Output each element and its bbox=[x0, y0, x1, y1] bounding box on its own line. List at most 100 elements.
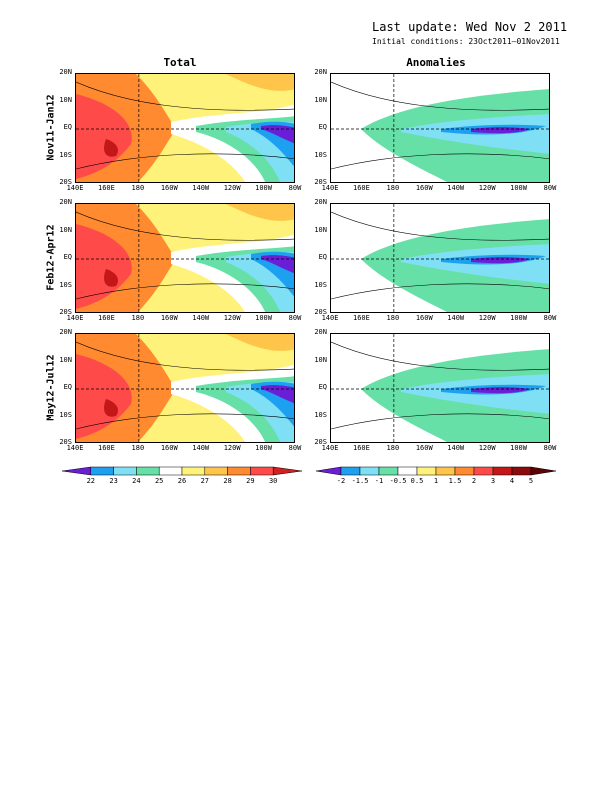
lon-tick-label: 140W bbox=[192, 444, 210, 452]
contour-map bbox=[331, 334, 549, 442]
lon-tick-label: 180 bbox=[386, 314, 400, 322]
colorbar-segment bbox=[473, 466, 494, 476]
lon-tick-label: 180 bbox=[386, 184, 400, 192]
colorbar-label: 25 bbox=[154, 477, 164, 485]
lon-tick-label: 100W bbox=[510, 314, 527, 322]
colorbar-segment bbox=[416, 466, 437, 476]
colorbar-label: 22 bbox=[86, 477, 96, 485]
colorbar-segment bbox=[90, 466, 114, 476]
colorbar-label: 29 bbox=[246, 477, 255, 485]
map-panel-anomalies bbox=[330, 203, 550, 313]
lon-tick-label: 140W bbox=[192, 184, 210, 192]
colorbar-label: 24 bbox=[132, 477, 141, 485]
colorbar-label: -2 bbox=[336, 477, 346, 485]
initial-conditions-text: Initial conditions: 23Oct2011–01Nov2011 bbox=[372, 37, 560, 46]
colorbar-segment bbox=[204, 466, 228, 476]
lat-tick-label: 20S bbox=[59, 178, 72, 186]
lat-tick-label: EQ bbox=[318, 123, 327, 131]
colorbar-label: -0.5 bbox=[389, 477, 407, 485]
lat-tick-label: 20S bbox=[59, 308, 72, 316]
lon-tick-label: 180 bbox=[131, 184, 145, 192]
lon-tick-label: 160E bbox=[352, 184, 370, 192]
lon-tick-label: 100W bbox=[255, 184, 272, 192]
lat-tick-label: 10N bbox=[59, 95, 72, 104]
lon-tick-label: 120W bbox=[478, 314, 496, 322]
lon-tick-label: 140W bbox=[192, 314, 210, 322]
contour-map bbox=[76, 204, 294, 312]
lon-tick-label: 80W bbox=[288, 314, 302, 322]
lon-tick-label: 140E bbox=[66, 184, 84, 192]
colorbar-label: 26 bbox=[177, 477, 187, 485]
lat-tick-label: EQ bbox=[63, 253, 72, 261]
lon-tick-label: 100W bbox=[255, 444, 272, 452]
lat-tick-label: 20S bbox=[314, 308, 327, 316]
lat-tick-label: 20S bbox=[59, 438, 72, 446]
colorbar-segment bbox=[492, 466, 513, 476]
colorbar-label: 27 bbox=[200, 477, 210, 485]
colorbar-segment bbox=[340, 466, 361, 476]
lon-tick-label: 160E bbox=[97, 314, 115, 322]
lon-tick-label: 160W bbox=[415, 184, 433, 192]
lon-tick-label: 140E bbox=[66, 314, 84, 322]
lat-tick-label: 10S bbox=[314, 150, 327, 159]
map-panel-total bbox=[75, 73, 295, 183]
colorbar-segment bbox=[454, 466, 475, 476]
colorbar-segment bbox=[397, 466, 418, 476]
map-panel-anomalies bbox=[330, 333, 550, 443]
colorbar-total bbox=[62, 466, 302, 476]
lon-tick-label: 140E bbox=[321, 444, 339, 452]
map-panel-total bbox=[75, 203, 295, 313]
lon-tick-label: 140E bbox=[321, 184, 339, 192]
colorbar-segment bbox=[62, 466, 92, 476]
lat-tick-label: 20N bbox=[59, 198, 72, 206]
colorbar-segment bbox=[435, 466, 456, 476]
lon-tick-label: 80W bbox=[288, 444, 302, 452]
colorbar-label: 28 bbox=[223, 477, 232, 485]
contour-map bbox=[331, 204, 549, 312]
lon-tick-label: 80W bbox=[543, 314, 557, 322]
lat-tick-label: 10N bbox=[314, 95, 327, 104]
lon-tick-label: 140W bbox=[447, 444, 465, 452]
lon-tick-label: 100W bbox=[510, 184, 527, 192]
lon-tick-label: 180 bbox=[131, 444, 145, 452]
lon-tick-label: 120W bbox=[223, 184, 241, 192]
contour-map bbox=[76, 74, 294, 182]
colorbar-label: 4 bbox=[509, 477, 515, 485]
map-panel-total bbox=[75, 333, 295, 443]
lon-tick-label: 80W bbox=[288, 184, 302, 192]
lon-tick-label: 180 bbox=[386, 444, 400, 452]
column-title-anomalies: Anomalies bbox=[406, 56, 466, 69]
lon-tick-label: 160E bbox=[352, 444, 370, 452]
colorbar-segment bbox=[227, 466, 251, 476]
colorbar-segment bbox=[511, 466, 532, 476]
colorbar-label: 0.5 bbox=[410, 477, 424, 485]
lon-tick-label: 80W bbox=[543, 444, 557, 452]
lat-tick-label: EQ bbox=[63, 383, 72, 391]
lon-tick-label: 120W bbox=[478, 444, 496, 452]
lon-tick-label: 160W bbox=[415, 444, 433, 452]
lon-tick-label: 160E bbox=[97, 444, 115, 452]
lon-tick-label: 140E bbox=[66, 444, 84, 452]
lon-tick-label: 120W bbox=[478, 184, 496, 192]
lat-tick-label: EQ bbox=[318, 383, 327, 391]
lon-tick-label: 100W bbox=[510, 444, 527, 452]
contour-map bbox=[331, 74, 549, 182]
lat-tick-label: 10S bbox=[314, 410, 327, 419]
lat-tick-label: 20N bbox=[314, 328, 327, 336]
colorbar-segment bbox=[316, 466, 342, 476]
lon-tick-label: 120W bbox=[223, 444, 241, 452]
colorbar-label: 23 bbox=[109, 477, 118, 485]
lon-tick-label: 160W bbox=[160, 184, 178, 192]
lat-tick-label: 10N bbox=[314, 225, 327, 234]
lat-tick-label: EQ bbox=[318, 253, 327, 261]
lon-tick-label: 160W bbox=[160, 444, 178, 452]
lon-tick-label: 160W bbox=[160, 314, 178, 322]
colorbar-label: 30 bbox=[268, 477, 278, 485]
lat-tick-label: 20N bbox=[314, 68, 327, 76]
colorbar-label: 5 bbox=[528, 477, 534, 485]
lat-tick-label: 20S bbox=[314, 178, 327, 186]
contour-map bbox=[76, 334, 294, 442]
lon-tick-label: 180 bbox=[131, 314, 145, 322]
lat-tick-label: 10S bbox=[59, 280, 72, 289]
colorbar-segment bbox=[158, 466, 183, 476]
